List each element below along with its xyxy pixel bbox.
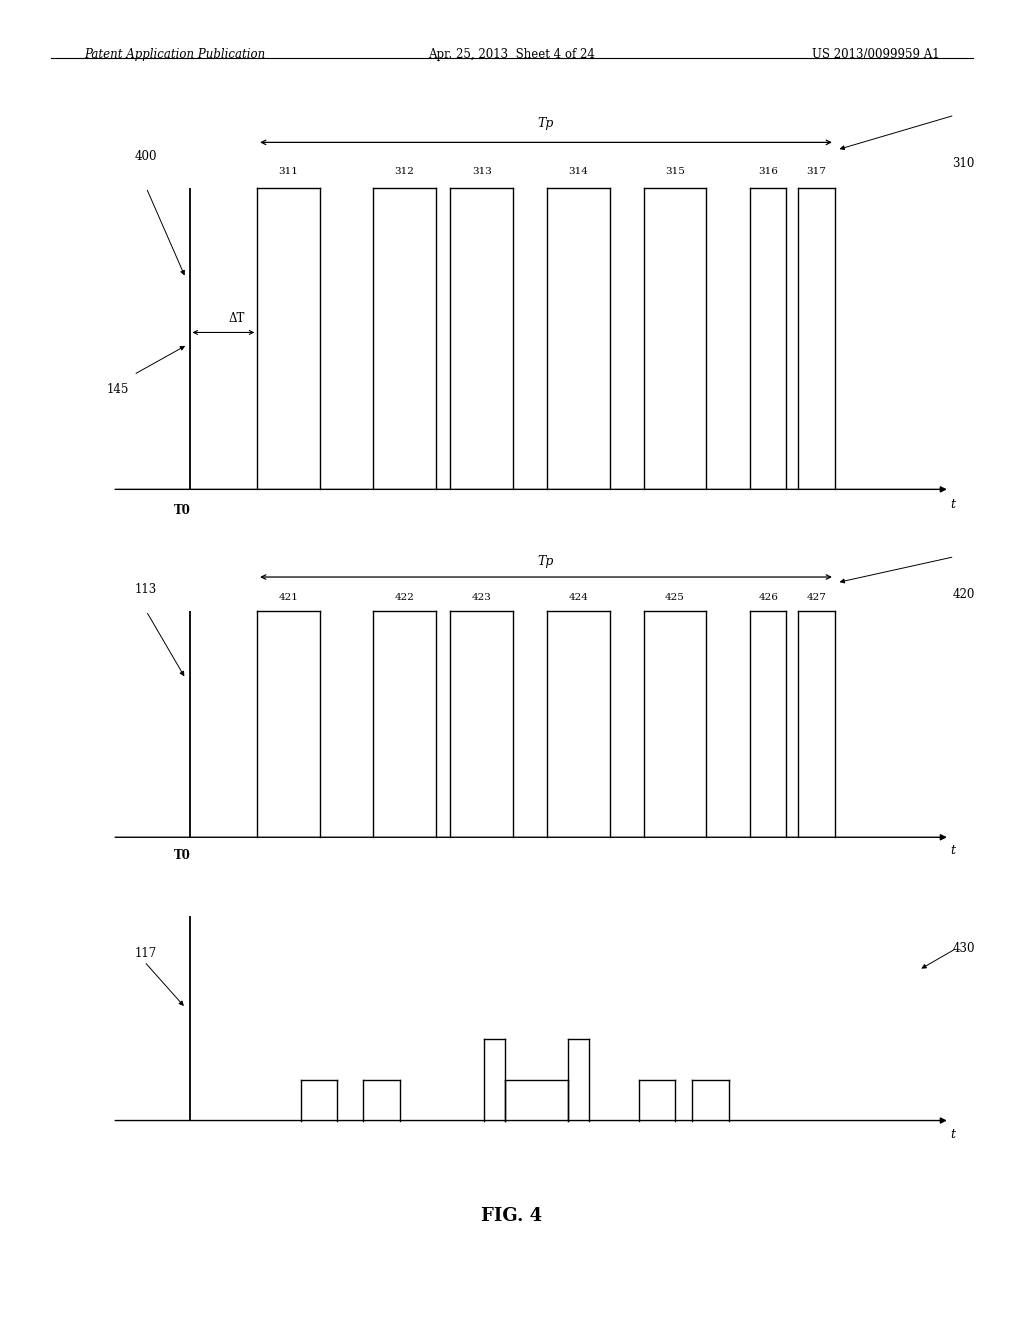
Text: 400: 400 bbox=[134, 150, 157, 162]
Text: 313: 313 bbox=[472, 166, 492, 176]
Text: Tp: Tp bbox=[538, 117, 554, 131]
Text: t: t bbox=[950, 843, 955, 857]
Text: 113: 113 bbox=[134, 582, 157, 595]
Text: T0: T0 bbox=[173, 849, 190, 862]
Text: 311: 311 bbox=[279, 166, 299, 176]
Text: FIG. 4: FIG. 4 bbox=[481, 1206, 543, 1225]
Text: 310: 310 bbox=[952, 157, 975, 170]
Text: 421: 421 bbox=[279, 593, 299, 602]
Text: 316: 316 bbox=[758, 166, 778, 176]
Text: 312: 312 bbox=[394, 166, 415, 176]
Text: ΔT: ΔT bbox=[228, 312, 245, 325]
Text: 425: 425 bbox=[665, 593, 685, 602]
Text: 117: 117 bbox=[134, 946, 157, 960]
Text: t: t bbox=[950, 1129, 955, 1140]
Text: 424: 424 bbox=[568, 593, 589, 602]
Text: Apr. 25, 2013  Sheet 4 of 24: Apr. 25, 2013 Sheet 4 of 24 bbox=[429, 49, 595, 61]
Text: Tp: Tp bbox=[538, 554, 554, 568]
Text: t: t bbox=[950, 499, 955, 511]
Text: US 2013/0099959 A1: US 2013/0099959 A1 bbox=[812, 49, 940, 61]
Text: 422: 422 bbox=[394, 593, 415, 602]
Text: 423: 423 bbox=[472, 593, 492, 602]
Text: 317: 317 bbox=[807, 166, 826, 176]
Text: 314: 314 bbox=[568, 166, 589, 176]
Text: 145: 145 bbox=[106, 383, 129, 396]
Text: 426: 426 bbox=[758, 593, 778, 602]
Text: Patent Application Publication: Patent Application Publication bbox=[84, 49, 265, 61]
Text: 420: 420 bbox=[952, 589, 975, 602]
Text: 430: 430 bbox=[952, 942, 975, 956]
Text: T0: T0 bbox=[173, 504, 190, 517]
Text: 427: 427 bbox=[807, 593, 826, 602]
Text: 315: 315 bbox=[665, 166, 685, 176]
